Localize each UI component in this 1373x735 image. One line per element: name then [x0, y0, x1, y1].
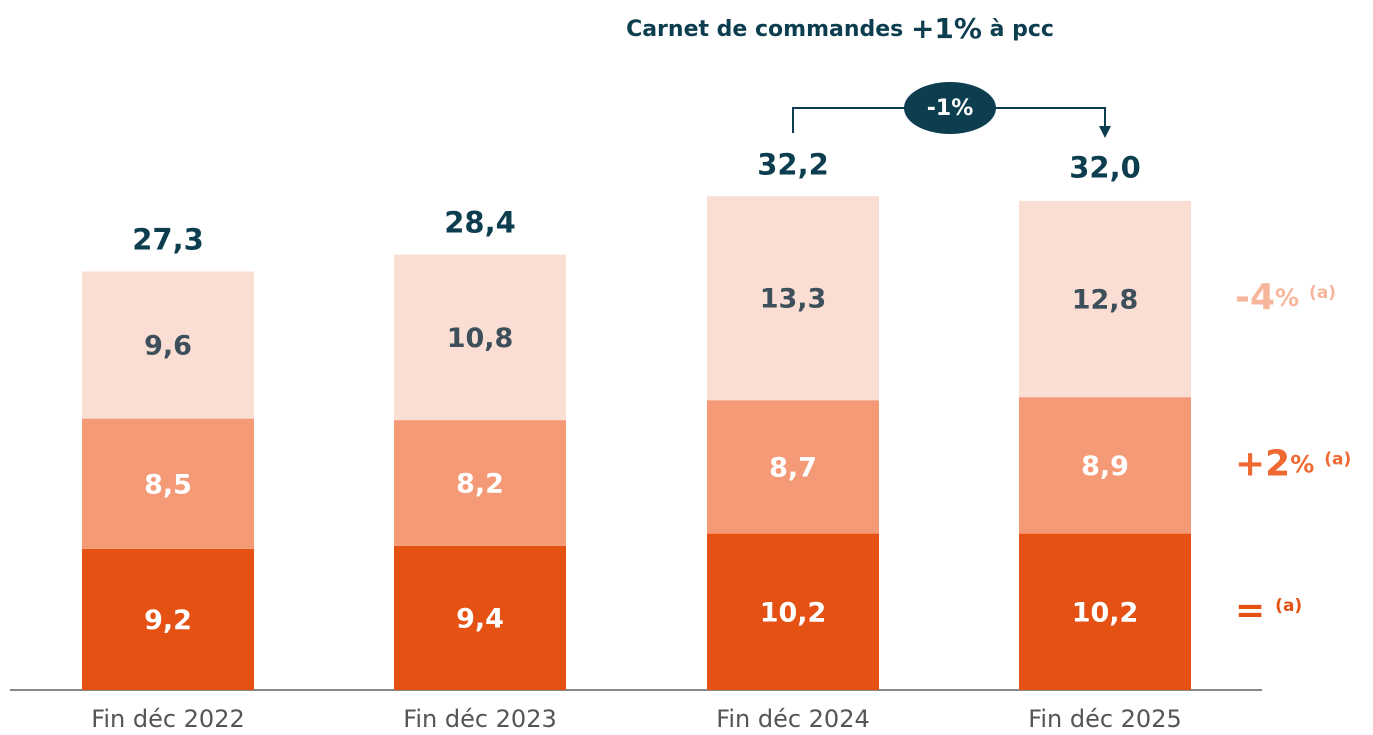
bar-segment	[394, 545, 566, 690]
x-tick-label: Fin déc 2023	[403, 705, 556, 733]
change-note: (a)	[1275, 596, 1302, 616]
x-tick-label: Fin déc 2025	[1028, 705, 1181, 733]
comparison-arrow	[1099, 126, 1111, 138]
bar-segment	[82, 548, 254, 690]
title-highlight: +1%	[911, 12, 982, 45]
bar-segment	[394, 254, 566, 421]
data-label: 13,3	[760, 284, 827, 315]
data-label: 9,2	[144, 605, 192, 636]
change-main: -4	[1235, 277, 1275, 318]
data-label: 10,2	[1072, 597, 1139, 628]
bar-segment	[1019, 200, 1191, 398]
change-note: (a)	[1324, 449, 1351, 469]
change-unit: %	[1275, 284, 1299, 312]
series-change: -4% (a)	[1235, 277, 1336, 318]
data-label: 10,8	[447, 323, 514, 354]
chart-title: Carnet de commandes +1% à pcc	[626, 12, 1054, 45]
comparison-pill	[904, 82, 996, 134]
series-change: = (a)	[1235, 590, 1302, 631]
bar-segment	[707, 400, 879, 534]
data-label: 8,2	[456, 469, 504, 500]
series-change: +2% (a)	[1235, 443, 1351, 484]
change-unit: %	[1290, 450, 1314, 478]
change-main: +2	[1235, 443, 1290, 484]
bar-segment	[1019, 533, 1191, 690]
total-label: 27,3	[132, 222, 204, 256]
x-tick-label: Fin déc 2022	[91, 705, 244, 733]
bar-segment	[394, 420, 566, 546]
data-label: 12,8	[1072, 285, 1139, 316]
data-label: 9,4	[456, 603, 504, 634]
total-label: 28,4	[444, 206, 516, 240]
change-main: =	[1235, 590, 1265, 631]
data-label: 8,9	[1081, 451, 1129, 482]
bar-segment	[707, 533, 879, 690]
bar-segment	[1019, 397, 1191, 534]
bar-segment	[707, 196, 879, 401]
title-text: Carnet de commandes	[626, 17, 911, 42]
total-label: 32,0	[1069, 150, 1141, 184]
total-label: 32,2	[757, 147, 829, 181]
change-note: (a)	[1309, 283, 1336, 303]
data-label: 10,2	[760, 597, 827, 628]
data-label: 8,5	[144, 469, 192, 500]
x-tick-label: Fin déc 2024	[716, 705, 869, 733]
data-label: 8,7	[769, 452, 817, 483]
bar-segment	[82, 271, 254, 419]
comparison-label: -1%	[927, 96, 973, 121]
bar-segment	[82, 418, 254, 549]
data-label: 9,6	[144, 331, 192, 362]
title-text: à pcc	[982, 17, 1054, 42]
